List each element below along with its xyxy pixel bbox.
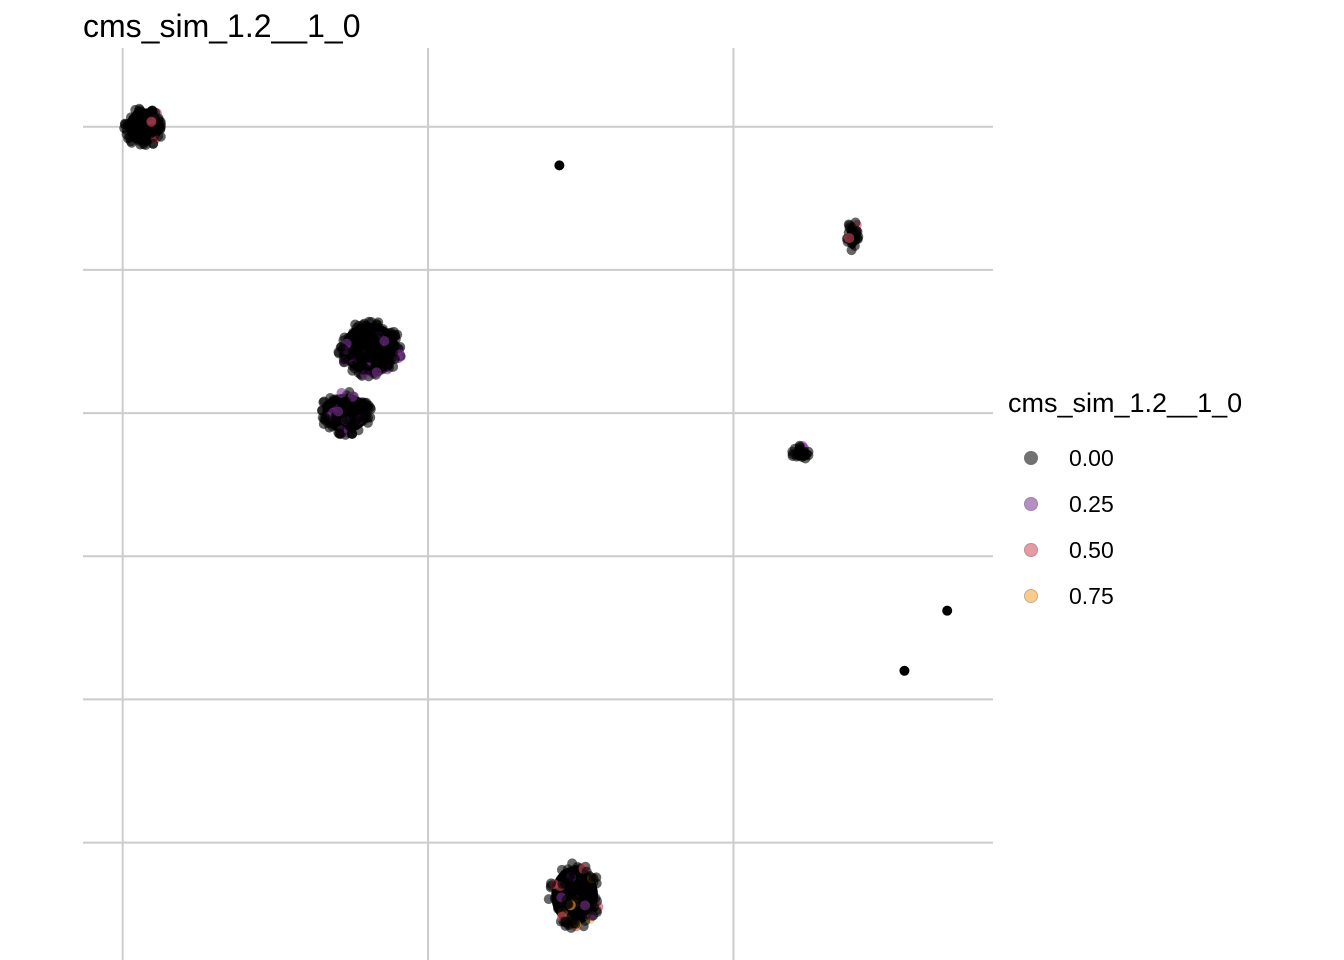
data-point (899, 665, 910, 676)
data-point (360, 341, 371, 352)
legend-key-0 (1024, 451, 1038, 465)
data-point (568, 869, 579, 880)
legend-item: 0.50 (1008, 527, 1242, 573)
data-point (148, 138, 159, 149)
legend-title: cms_sim_1.2__1_0 (1008, 388, 1243, 418)
point-cluster-5 (787, 440, 814, 464)
legend-label: 0.75 (1069, 582, 1114, 609)
point-cluster-4 (841, 217, 864, 256)
data-point (844, 233, 855, 244)
data-point (149, 126, 160, 137)
point-cluster-2 (317, 386, 376, 440)
data-point (146, 105, 157, 116)
data-point (581, 866, 592, 877)
data-point (333, 406, 344, 417)
data-point (352, 402, 363, 413)
data-points (119, 103, 953, 933)
data-point (794, 444, 805, 455)
data-point (942, 605, 953, 616)
data-point (340, 396, 351, 407)
data-point (347, 360, 358, 371)
legend-key-2 (1024, 543, 1038, 557)
legend-item: 0.25 (1008, 481, 1242, 527)
data-point (353, 425, 364, 436)
legend-label: 0.50 (1069, 536, 1114, 563)
data-point (390, 330, 401, 341)
data-point (131, 133, 142, 144)
data-point (554, 160, 565, 171)
chart-title: cms_sim_1.2__1_0 (83, 8, 361, 44)
data-point (365, 402, 376, 413)
data-point (136, 113, 147, 124)
data-point (560, 916, 571, 927)
data-point (371, 367, 382, 378)
data-point (584, 884, 595, 895)
data-point (589, 902, 600, 913)
legend-item: 0.00 (1008, 435, 1242, 481)
data-point (545, 878, 556, 889)
data-point (146, 116, 157, 127)
plot-grid (83, 48, 993, 960)
data-point (358, 364, 369, 375)
data-point (562, 899, 573, 910)
data-point (373, 346, 384, 357)
data-point (379, 335, 390, 346)
point-cluster-3 (543, 858, 604, 933)
data-point (389, 354, 400, 365)
point-cluster-0 (119, 103, 166, 150)
data-point (571, 890, 582, 901)
data-point (361, 352, 372, 363)
data-point (318, 419, 329, 430)
data-point (580, 900, 591, 911)
data-point (348, 411, 359, 422)
data-point (574, 911, 585, 922)
data-point (388, 361, 399, 372)
point-cluster-1 (333, 316, 406, 382)
data-point (851, 225, 862, 236)
data-point (317, 405, 328, 416)
data-point (359, 412, 370, 423)
data-point (850, 217, 861, 228)
data-point (395, 342, 406, 353)
legend-label: 0.25 (1069, 490, 1114, 517)
data-point (849, 240, 860, 251)
data-point (338, 344, 349, 355)
data-point (570, 919, 581, 930)
legend: cms_sim_1.2__1_0 0.00 0.25 0.50 0.75 (1008, 388, 1242, 619)
data-point (319, 396, 330, 407)
data-point (336, 387, 347, 398)
data-point (340, 354, 351, 365)
data-point (155, 116, 166, 127)
data-point (120, 118, 131, 129)
legend-label: 0.00 (1069, 444, 1114, 471)
data-point (125, 112, 136, 123)
data-point (138, 139, 149, 150)
legend-item: 0.75 (1008, 573, 1242, 619)
legend-key-1 (1024, 497, 1038, 511)
legend-key-3 (1024, 589, 1038, 603)
data-point (563, 877, 574, 888)
data-point (142, 126, 153, 137)
data-point (588, 910, 599, 921)
data-point (123, 133, 134, 144)
data-point (334, 428, 345, 439)
data-point (588, 873, 599, 884)
data-point (364, 316, 375, 327)
data-point (791, 451, 802, 462)
